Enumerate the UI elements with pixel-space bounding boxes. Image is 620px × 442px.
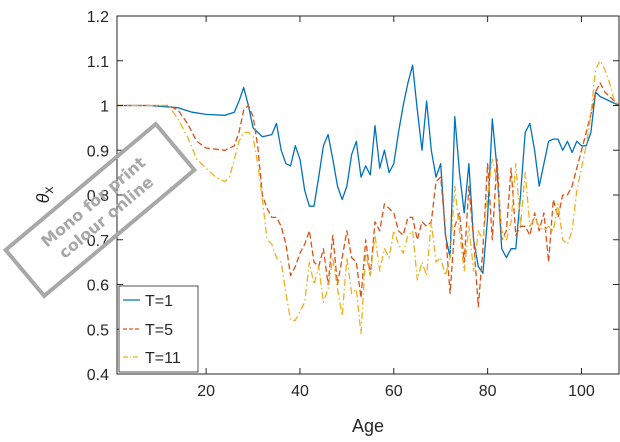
x-tick-label: 40 [291, 383, 309, 400]
y-axis-title: θx [33, 187, 56, 204]
y-tick-label: 1.2 [87, 9, 109, 26]
legend: T=1 T=5 T=11 [118, 285, 199, 373]
x-tick-label: 20 [197, 383, 215, 400]
y-tick-label: 1.1 [87, 54, 109, 71]
y-tick-label: 1 [100, 99, 109, 116]
series-line-1 [117, 64, 620, 274]
y-tick-label: 0.4 [87, 367, 109, 384]
y-tick-label: 0.6 [87, 278, 109, 295]
watermark-frame [2, 121, 198, 299]
legend-label-1: T=1 [145, 293, 173, 310]
x-axis-title: Age [352, 416, 384, 436]
y-axis-title-symbol: θ [33, 193, 53, 203]
x-tick-label: 100 [568, 383, 595, 400]
series-line-3 [117, 60, 620, 335]
y-tick-label: 0.9 [87, 143, 109, 160]
series-layer [117, 60, 620, 335]
y-axis-title-subscript: x [40, 187, 56, 194]
y-tick-label: 0.5 [87, 322, 109, 339]
x-axis: 20 40 60 80 100 [197, 16, 595, 400]
legend-label-2: T=5 [145, 322, 173, 339]
legend-label-3: T=11 [145, 350, 181, 367]
x-tick-label: 60 [385, 383, 403, 400]
x-tick-label: 80 [479, 383, 497, 400]
svg-text:θx: θx [33, 187, 56, 204]
y-tick-label: 0.8 [87, 188, 109, 205]
